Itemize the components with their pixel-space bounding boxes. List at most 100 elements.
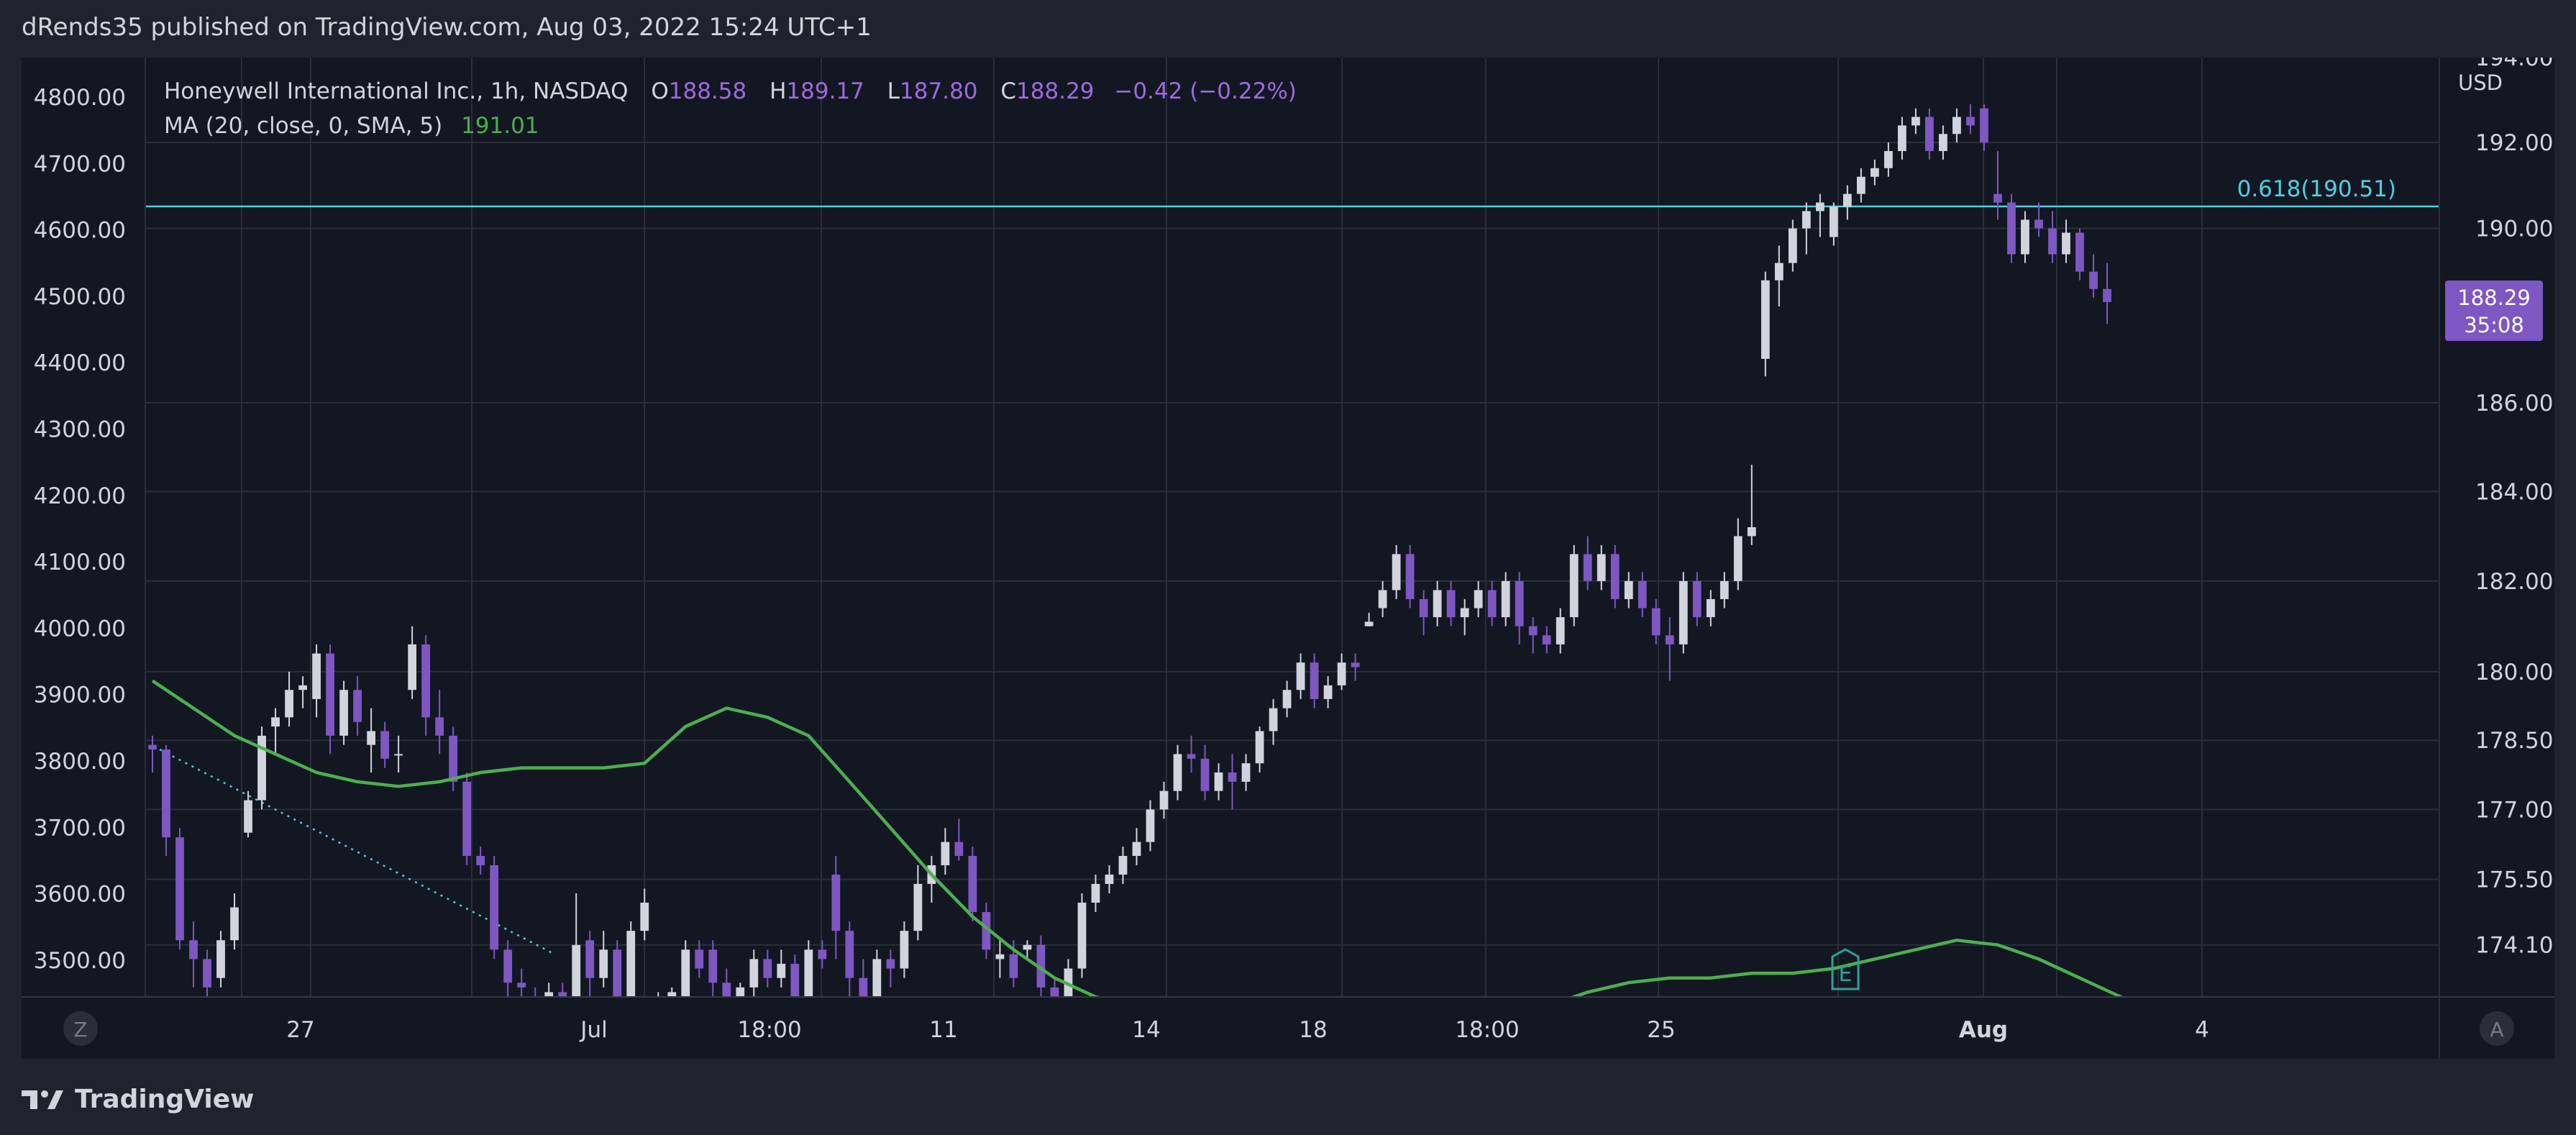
candle-body[interactable] <box>1159 790 1169 810</box>
candle-body[interactable] <box>1296 662 1305 690</box>
candle-body[interactable] <box>1528 626 1538 636</box>
candle-body[interactable] <box>2048 228 2057 255</box>
candle-body[interactable] <box>1556 617 1565 644</box>
candle-body[interactable] <box>1392 554 1401 591</box>
candle-body[interactable] <box>1993 193 2002 203</box>
candle-body[interactable] <box>872 959 882 997</box>
candle-body[interactable] <box>736 987 745 997</box>
candle-body[interactable] <box>449 735 458 782</box>
candle-body[interactable] <box>1883 151 1893 168</box>
candle-body[interactable] <box>1733 536 1743 581</box>
candle-body[interactable] <box>1856 176 1865 194</box>
candle-body[interactable] <box>1980 108 1988 143</box>
candle-body[interactable] <box>1405 554 1415 599</box>
candle-body[interactable] <box>1378 590 1387 608</box>
candle-body[interactable] <box>1460 608 1469 618</box>
candle-body[interactable] <box>1719 580 1729 599</box>
candle-body[interactable] <box>503 949 513 983</box>
chart-panel[interactable]: 4800.00 4700.00 4600.00 4500.00 4400.00 4300.… <box>22 45 2554 1059</box>
candle-body[interactable] <box>285 690 293 718</box>
candle-body[interactable] <box>230 907 239 941</box>
candle-body[interactable] <box>954 842 964 857</box>
right-price-axis[interactable]: 194.00 192.00 190.00 186.00 184.00 182.00 180.… <box>2475 45 2553 959</box>
candle-body[interactable] <box>1200 758 1210 791</box>
candle-body[interactable] <box>1815 202 1824 211</box>
candle-body[interactable] <box>1023 944 1032 950</box>
candle-body[interactable] <box>681 949 690 997</box>
candle-body[interactable] <box>1269 708 1278 731</box>
candle-body[interactable] <box>1241 763 1251 782</box>
candle-body[interactable] <box>941 842 950 865</box>
time-axis[interactable]: 27 Jul 18:00 11 14 18 18:00 25 Aug 4 <box>286 1017 2209 1043</box>
auto-scale-button[interactable]: A <box>2480 1011 2514 1046</box>
candle-body[interactable] <box>1501 580 1510 618</box>
candle-body[interactable] <box>1351 662 1360 667</box>
candle-body[interactable] <box>1310 662 1319 699</box>
candle-body[interactable] <box>435 717 444 736</box>
candle-body[interactable] <box>1610 554 1620 599</box>
candle-body[interactable] <box>1569 554 1579 618</box>
candle-body[interactable] <box>1651 608 1661 636</box>
trend-line[interactable] <box>159 748 554 955</box>
candle-body[interactable] <box>462 781 472 857</box>
candle-body[interactable] <box>2103 288 2111 302</box>
candle-body[interactable] <box>380 731 390 759</box>
candle-body[interactable] <box>517 983 526 988</box>
candle-body[interactable] <box>1966 117 1975 126</box>
candle-body[interactable] <box>695 949 704 969</box>
candle-body[interactable] <box>312 653 321 699</box>
candle-body[interactable] <box>2021 219 2029 255</box>
candle-body[interactable] <box>394 754 403 756</box>
candle-body[interactable] <box>2062 232 2070 255</box>
candle-body[interactable] <box>599 949 608 978</box>
candle-body[interactable] <box>1801 211 1811 229</box>
candle-body[interactable] <box>408 644 417 690</box>
candle-body[interactable] <box>572 944 581 1006</box>
candle-body[interactable] <box>613 949 622 997</box>
candle-body[interactable] <box>1624 580 1633 599</box>
candle-body[interactable] <box>818 949 827 959</box>
candle-body[interactable] <box>777 963 786 978</box>
candle-body[interactable] <box>1009 954 1018 978</box>
candle-body[interactable] <box>968 856 977 913</box>
candle-body[interactable] <box>2034 219 2043 229</box>
candle-body[interactable] <box>982 912 991 950</box>
candle-body[interactable] <box>722 983 731 997</box>
candle-body[interactable] <box>1132 842 1141 857</box>
candle-body[interactable] <box>298 685 307 690</box>
candle-body[interactable] <box>1898 125 1906 152</box>
candle-body[interactable] <box>1173 754 1182 791</box>
candle-body[interactable] <box>886 959 895 969</box>
candle-body[interactable] <box>1091 883 1100 903</box>
candle-body[interactable] <box>490 865 499 950</box>
candle-body[interactable] <box>763 959 772 978</box>
left-price-axis[interactable]: 4800.00 4700.00 4600.00 4500.00 4400.00 4300.… <box>34 85 126 974</box>
candle-body[interactable] <box>1665 635 1674 644</box>
candle-body[interactable] <box>326 653 334 736</box>
candle-body[interactable] <box>1474 590 1483 608</box>
candle-body[interactable] <box>1597 554 1606 581</box>
candle-body[interactable] <box>189 940 198 959</box>
candle-body[interactable] <box>1583 554 1592 581</box>
candle-body[interactable] <box>216 940 225 978</box>
candle-body[interactable] <box>1870 168 1879 177</box>
candle-body[interactable] <box>1678 580 1688 644</box>
candle-body[interactable] <box>558 992 567 1011</box>
candle-body[interactable] <box>1323 685 1333 699</box>
candle-body[interactable] <box>749 959 759 988</box>
candle-body[interactable] <box>1638 580 1647 608</box>
ma-line[interactable] <box>151 168 2554 1026</box>
candle-body[interactable] <box>1050 987 1059 997</box>
candle-body[interactable] <box>353 690 362 722</box>
candle-body[interactable] <box>1364 621 1374 626</box>
candle-body[interactable] <box>1515 580 1524 626</box>
candle-body[interactable] <box>1036 944 1046 988</box>
moving-average[interactable] <box>151 168 2554 1026</box>
candle-body[interactable] <box>1706 598 1715 618</box>
candle-body[interactable] <box>1788 228 1797 263</box>
candle-body[interactable] <box>831 874 841 931</box>
candle-body[interactable] <box>845 931 854 978</box>
candle-body[interactable] <box>790 963 800 1002</box>
candle-body[interactable] <box>367 731 376 745</box>
candle-body[interactable] <box>1105 874 1114 884</box>
